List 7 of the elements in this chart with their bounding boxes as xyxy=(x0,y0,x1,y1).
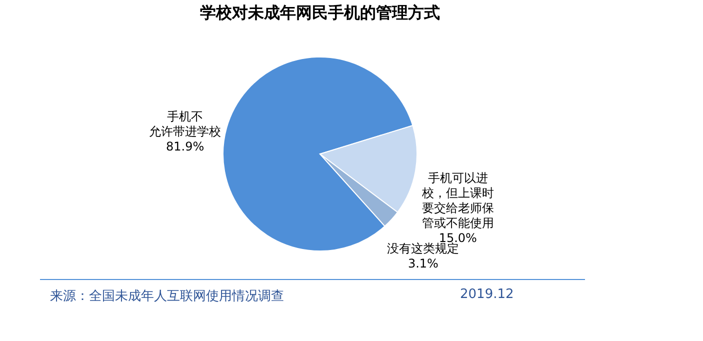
data-label: 81.9% xyxy=(166,140,204,154)
data-label: 3.1% xyxy=(408,256,438,271)
source-note: 来源：全国未成年人互联网使用情况调查 xyxy=(50,288,284,305)
slice-label: 手机不允许带进学校 xyxy=(149,110,222,139)
text: 2019.12 xyxy=(460,287,514,302)
chart-title: 学校对未成年网民手机的管理方式 xyxy=(200,3,440,22)
slice-label: 手机可以进校，但上课时要交给老师保管或不能使用 xyxy=(420,171,494,230)
